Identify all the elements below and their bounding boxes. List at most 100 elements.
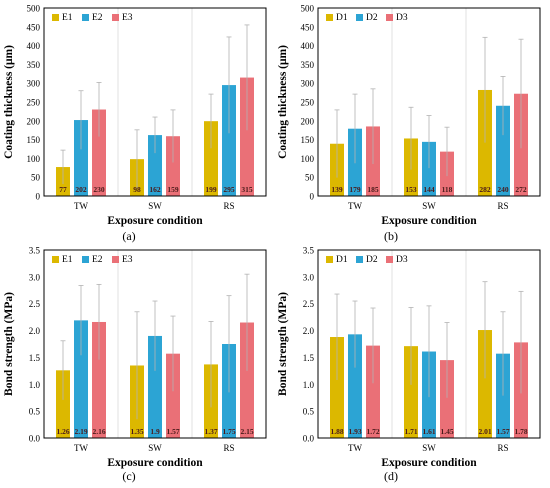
- y-tick-label: 3.0: [303, 272, 315, 282]
- y-tick-label: 450: [301, 22, 315, 32]
- data-label: 179: [349, 185, 361, 194]
- plot-frame: [317, 249, 541, 439]
- bar-E2-TW: [74, 320, 88, 438]
- chart-panel-d: 0.0 0.5 1.0 1.5 2.0 2.5 3.0 3.5 1.88 1.71 2.01 1.93…: [277, 246, 541, 469]
- data-label: 240: [497, 185, 509, 194]
- y-tick-label: 0.5: [303, 407, 315, 417]
- legend-swatch: [356, 14, 363, 21]
- bar-D2-TW: [348, 334, 362, 438]
- bar-D1-SW: [404, 346, 418, 438]
- legend-swatch: [112, 14, 119, 21]
- y-tick-label: 0.0: [303, 434, 315, 444]
- x-tick-label: RS: [497, 201, 508, 211]
- y-tick-label: 3.5: [29, 246, 41, 256]
- data-label: 98: [133, 185, 141, 194]
- y-tick-label: 350: [27, 60, 41, 70]
- bar-E1-RS: [204, 121, 218, 196]
- y-tick-label: 100: [301, 154, 315, 164]
- bar-E1-TW: [56, 370, 70, 438]
- data-label: 162: [149, 185, 161, 194]
- data-label: 1.37: [204, 427, 217, 436]
- data-label: 315: [241, 185, 253, 194]
- x-tick-label: TW: [74, 201, 88, 211]
- bar-D2-RS: [496, 105, 510, 196]
- bar-E3-SW: [166, 353, 180, 438]
- legend-item: D3: [396, 255, 408, 265]
- bar-E2-TW: [74, 120, 88, 196]
- data-label: 1.88: [330, 427, 343, 436]
- bar-D3-SW: [440, 360, 454, 438]
- legend-swatch: [52, 14, 59, 21]
- y-tick-label: 2.0: [29, 326, 41, 336]
- y-tick-label: 50: [305, 173, 315, 183]
- legend-item: D2: [366, 255, 378, 265]
- chart-panel-c: 0.0 0.5 1.0 1.5 2.0 2.5 3.0 3.5 1.26 1.35 1.37 2.19…: [3, 246, 267, 469]
- y-tick-label: 0: [36, 192, 41, 202]
- y-tick-label: 400: [27, 41, 41, 51]
- y-tick-label: 150: [27, 135, 41, 145]
- y-tick-label: 1.5: [29, 353, 41, 363]
- data-label: 139: [331, 185, 343, 194]
- bar-E3-TW: [92, 109, 106, 196]
- legend-swatch: [112, 256, 119, 263]
- legend-swatch: [52, 256, 59, 263]
- y-tick-label: 300: [301, 79, 315, 89]
- x-tick-label: SW: [148, 443, 162, 453]
- data-label: 295: [223, 185, 235, 194]
- data-label: 1.26: [56, 427, 69, 436]
- x-tick-label: TW: [348, 443, 362, 453]
- data-label: 153: [405, 185, 417, 194]
- bar-E2-RS: [222, 85, 236, 196]
- bar-D1-TW: [330, 337, 344, 438]
- y-tick-label: 450: [27, 22, 41, 32]
- y-tick-label: 3.5: [303, 246, 315, 256]
- x-tick-label: SW: [422, 201, 436, 211]
- data-label: 2.19: [74, 427, 87, 436]
- y-tick-label: 100: [27, 154, 41, 164]
- panel-label-c: (c): [122, 469, 136, 483]
- y-tick-label: 50: [31, 173, 41, 183]
- data-label: 230: [93, 185, 105, 194]
- data-label: 1.78: [514, 427, 527, 436]
- data-label: 2.01: [478, 427, 491, 436]
- y-tick-label: 200: [301, 116, 315, 126]
- y-tick-label: 250: [27, 98, 41, 108]
- legend-item: D1: [336, 255, 348, 265]
- x-tick-label: SW: [422, 443, 436, 453]
- plot-frame: [43, 249, 267, 439]
- y-tick-label: 400: [301, 41, 315, 51]
- chart-panel-a: 0 50 100 150 200 250 300 350 400 450 500 77 98 199 202…: [3, 4, 267, 227]
- legend-item: E3: [122, 255, 133, 265]
- legend-swatch: [82, 256, 89, 263]
- data-label: 199: [205, 185, 217, 194]
- chart-panel-b: 0 50 100 150 200 250 300 350 400 450 500 139 153 282 1…: [277, 4, 541, 227]
- y-tick-label: 0.5: [29, 407, 41, 417]
- data-label: 202: [75, 185, 87, 194]
- y-tick-label: 300: [27, 79, 41, 89]
- data-label: 1.71: [404, 427, 417, 436]
- legend-item: E3: [122, 13, 133, 23]
- x-tick-label: TW: [348, 201, 362, 211]
- bar-D2-SW: [422, 141, 436, 196]
- legend-swatch: [82, 14, 89, 21]
- data-label: 1.57: [166, 427, 179, 436]
- x-axis-label: Exposure condition: [107, 215, 203, 227]
- y-tick-label: 0: [310, 192, 315, 202]
- legend-swatch: [356, 256, 363, 263]
- y-tick-label: 1.5: [303, 353, 315, 363]
- legend-swatch: [386, 14, 393, 21]
- bar-D1-RS: [478, 89, 492, 196]
- y-tick-label: 500: [27, 4, 41, 14]
- data-label: 159: [167, 185, 179, 194]
- y-tick-label: 250: [301, 98, 315, 108]
- bar-E3-RS: [240, 322, 254, 438]
- legend-swatch: [326, 256, 333, 263]
- y-tick-label: 200: [27, 116, 41, 126]
- x-tick-label: RS: [497, 443, 508, 453]
- x-tick-label: SW: [148, 201, 162, 211]
- bar-E3-RS: [240, 77, 254, 196]
- bar-E3-SW: [166, 136, 180, 196]
- y-tick-label: 1.0: [29, 380, 41, 390]
- panel-label-a: (a): [122, 229, 136, 243]
